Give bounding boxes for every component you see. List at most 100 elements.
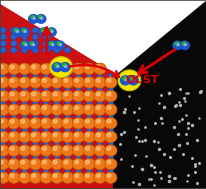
Circle shape: [10, 65, 14, 69]
Circle shape: [53, 160, 57, 164]
Circle shape: [61, 172, 74, 183]
Circle shape: [11, 27, 17, 33]
Circle shape: [75, 114, 81, 119]
Circle shape: [10, 174, 14, 177]
Circle shape: [0, 34, 6, 40]
Circle shape: [85, 92, 89, 96]
Circle shape: [40, 131, 52, 143]
Circle shape: [29, 63, 41, 74]
Circle shape: [29, 104, 41, 115]
Circle shape: [53, 106, 57, 109]
Circle shape: [8, 158, 20, 170]
Circle shape: [64, 65, 67, 67]
Circle shape: [91, 148, 97, 153]
Circle shape: [54, 155, 59, 160]
Circle shape: [43, 128, 49, 132]
Bar: [32, 47, 39, 53]
Circle shape: [42, 147, 46, 150]
Circle shape: [29, 90, 41, 102]
Circle shape: [11, 100, 16, 105]
Circle shape: [32, 147, 35, 150]
Circle shape: [53, 92, 57, 96]
Circle shape: [75, 141, 81, 146]
Circle shape: [93, 158, 106, 170]
Circle shape: [18, 145, 31, 156]
Circle shape: [104, 77, 116, 88]
Circle shape: [33, 100, 38, 105]
Circle shape: [91, 134, 97, 139]
Circle shape: [107, 79, 110, 82]
Circle shape: [104, 145, 116, 156]
Circle shape: [104, 104, 116, 115]
Circle shape: [81, 107, 86, 112]
Circle shape: [96, 79, 100, 82]
Circle shape: [0, 174, 3, 177]
Circle shape: [50, 172, 63, 183]
Circle shape: [10, 106, 14, 109]
Circle shape: [18, 77, 31, 88]
Circle shape: [85, 119, 89, 123]
Circle shape: [53, 147, 57, 150]
Circle shape: [53, 133, 57, 137]
Circle shape: [32, 79, 35, 82]
Circle shape: [64, 92, 68, 96]
Circle shape: [53, 79, 57, 82]
Circle shape: [53, 47, 60, 53]
Circle shape: [85, 174, 89, 177]
Circle shape: [83, 104, 95, 115]
Circle shape: [75, 168, 81, 173]
Circle shape: [25, 44, 27, 46]
Circle shape: [83, 90, 95, 102]
Circle shape: [54, 73, 59, 78]
Circle shape: [21, 47, 28, 53]
Circle shape: [96, 160, 100, 164]
Circle shape: [27, 175, 33, 180]
Circle shape: [59, 94, 65, 98]
Circle shape: [102, 175, 108, 180]
Circle shape: [108, 73, 113, 78]
Circle shape: [108, 100, 113, 105]
Circle shape: [18, 172, 31, 183]
Circle shape: [18, 77, 31, 88]
Circle shape: [107, 106, 110, 109]
Circle shape: [91, 94, 97, 98]
Circle shape: [43, 168, 49, 173]
Circle shape: [8, 172, 20, 183]
Circle shape: [64, 174, 68, 177]
Circle shape: [0, 65, 3, 69]
Circle shape: [75, 155, 81, 160]
Circle shape: [74, 79, 78, 82]
Circle shape: [93, 118, 106, 129]
Circle shape: [32, 40, 39, 46]
Circle shape: [8, 63, 20, 74]
Circle shape: [107, 133, 110, 137]
Circle shape: [40, 63, 52, 74]
Circle shape: [33, 87, 38, 92]
Circle shape: [61, 118, 74, 129]
Circle shape: [85, 133, 89, 137]
Circle shape: [16, 175, 22, 180]
Circle shape: [96, 106, 100, 109]
Circle shape: [53, 106, 57, 109]
Circle shape: [53, 65, 57, 69]
Circle shape: [11, 87, 16, 92]
Circle shape: [8, 172, 20, 183]
Circle shape: [33, 73, 38, 78]
Circle shape: [107, 174, 110, 177]
Circle shape: [10, 65, 14, 69]
Circle shape: [81, 94, 86, 98]
Circle shape: [32, 174, 35, 177]
Circle shape: [93, 104, 106, 115]
Circle shape: [43, 141, 49, 146]
Circle shape: [86, 87, 91, 92]
Circle shape: [49, 80, 54, 85]
Circle shape: [0, 168, 6, 173]
Circle shape: [11, 155, 16, 160]
Circle shape: [86, 73, 91, 78]
Circle shape: [83, 118, 95, 129]
Circle shape: [49, 94, 54, 98]
Circle shape: [29, 118, 41, 129]
Circle shape: [50, 158, 63, 170]
Circle shape: [8, 131, 20, 143]
Circle shape: [27, 80, 33, 85]
